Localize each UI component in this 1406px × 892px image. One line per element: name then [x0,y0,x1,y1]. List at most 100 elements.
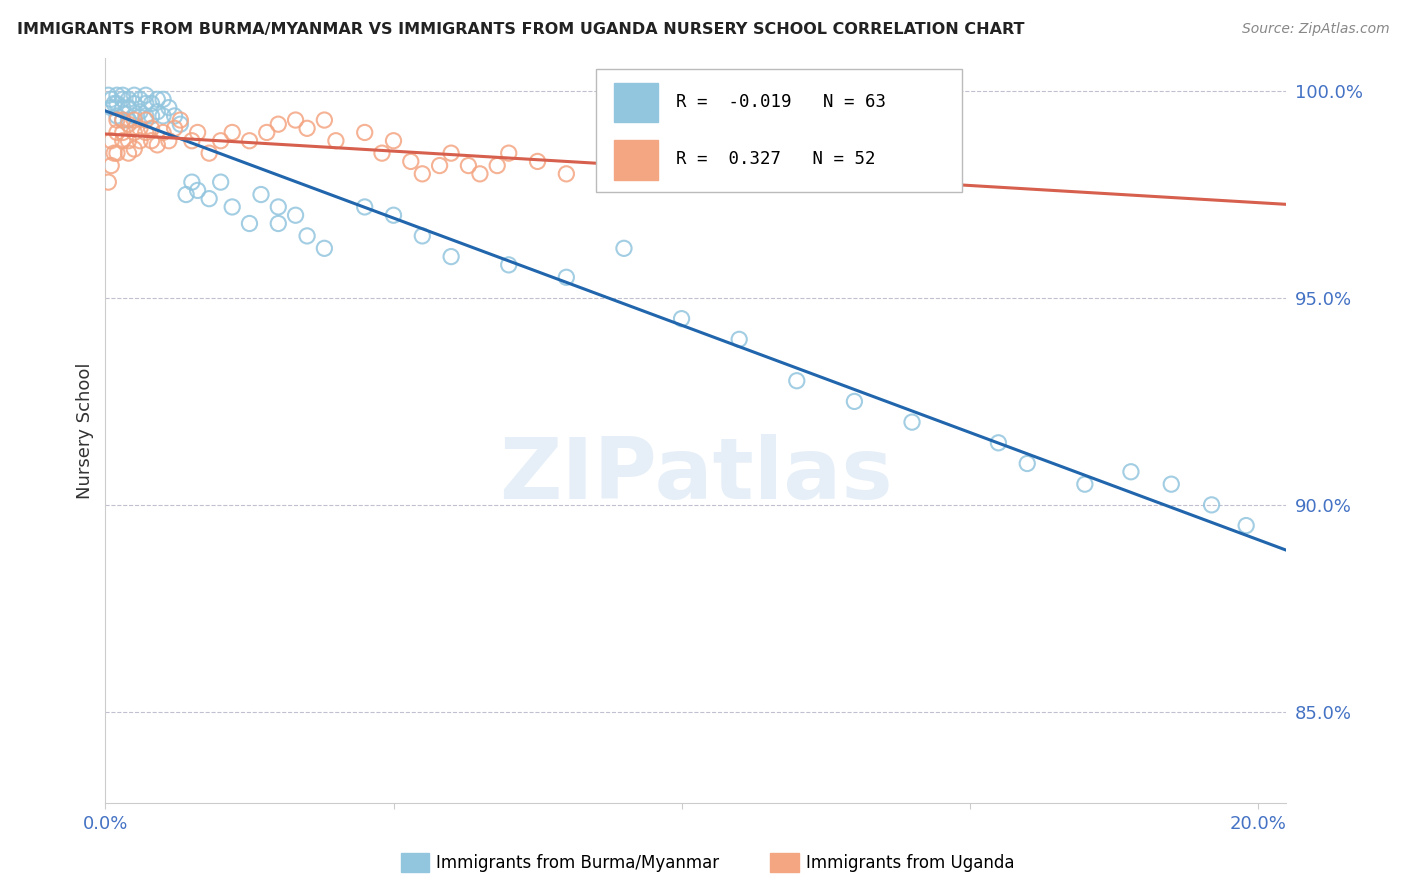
Point [135,125,157,139]
Point [122,142,145,156]
Point [105,146,128,161]
Point [129,92,152,106]
Point [135,113,157,128]
Point [152,92,174,106]
Point [135,109,157,123]
Point [129,121,152,136]
Point [97,88,120,103]
Point [129,104,152,119]
Point [250,187,273,202]
Text: ZIPatlas: ZIPatlas [499,434,893,516]
Point [440,146,463,161]
Point [238,134,260,148]
Point [105,96,128,111]
Point [111,113,134,128]
Point [411,167,433,181]
Point [117,117,139,131]
Point [100,92,122,106]
Point [111,125,134,139]
Point [267,200,290,214]
Point [267,117,290,131]
Point [157,101,180,115]
Point [111,101,134,115]
Point [382,208,405,222]
Point [786,374,808,388]
Point [111,113,134,128]
Point [122,88,145,103]
Point [157,134,180,148]
Point [429,159,451,173]
Text: Source: ZipAtlas.com: Source: ZipAtlas.com [1241,22,1389,37]
Point [105,125,128,139]
Point [209,175,232,189]
Point [117,101,139,115]
Point [371,146,394,161]
Point [146,92,169,106]
Point [100,134,122,148]
Point [169,117,191,131]
Point [613,241,636,255]
Point [526,154,548,169]
Point [295,121,318,136]
Y-axis label: Nursery School: Nursery School [76,362,94,499]
Point [100,159,122,173]
Point [141,109,163,123]
Point [100,101,122,115]
Point [284,208,307,222]
Point [1201,498,1223,512]
Point [1234,518,1257,533]
Point [901,415,924,429]
Point [174,187,197,202]
Point [1074,477,1097,491]
Point [498,146,520,161]
Point [105,113,128,128]
Point [97,175,120,189]
Text: Immigrants from Burma/Myanmar: Immigrants from Burma/Myanmar [436,854,718,871]
Point [122,125,145,139]
Point [671,311,693,326]
Point [122,96,145,111]
Point [163,109,186,123]
Point [399,154,422,169]
Point [353,125,375,139]
Point [169,113,191,128]
Point [187,125,209,139]
Point [382,134,405,148]
Point [146,137,169,152]
Point [103,96,125,111]
Point [111,88,134,103]
Point [152,125,174,139]
Point [129,134,152,148]
Point [486,159,509,173]
Point [256,125,278,139]
Point [152,109,174,123]
Point [146,104,169,119]
Point [1160,477,1182,491]
Point [457,159,479,173]
Point [314,113,336,128]
Point [141,121,163,136]
Point [111,92,134,106]
Point [1017,457,1039,471]
Text: Immigrants from Uganda: Immigrants from Uganda [806,854,1014,871]
Point [221,125,243,139]
Point [141,96,163,111]
Point [117,146,139,161]
Point [284,113,307,128]
Point [209,134,232,148]
Point [844,394,866,409]
Point [122,113,145,128]
Point [163,121,186,136]
Point [728,332,751,346]
Point [111,134,134,148]
Point [555,270,578,285]
Text: IMMIGRANTS FROM BURMA/MYANMAR VS IMMIGRANTS FROM UGANDA NURSERY SCHOOL CORRELATI: IMMIGRANTS FROM BURMA/MYANMAR VS IMMIGRA… [17,22,1025,37]
Point [238,217,260,231]
Point [498,258,520,272]
Point [295,228,318,243]
Point [105,88,128,103]
Point [180,175,202,189]
Point [987,435,1010,450]
Point [198,146,221,161]
Point [198,192,221,206]
